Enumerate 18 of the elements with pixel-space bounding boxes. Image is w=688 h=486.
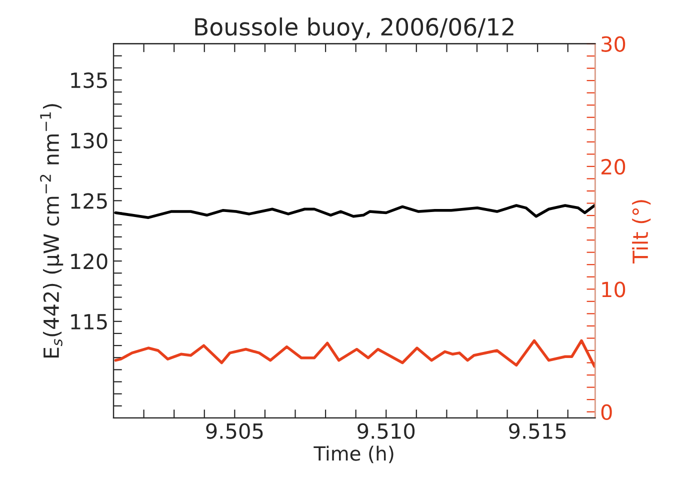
line-series bbox=[114, 339, 596, 368]
y-tick-label: 130 bbox=[71, 132, 108, 149]
y2-tick-label: 30 bbox=[602, 36, 626, 52]
x-tick-label: 9.515 bbox=[509, 423, 566, 439]
y2-axis-title: Tilt (°) bbox=[632, 200, 651, 264]
x-axis-title: Time (h) bbox=[314, 446, 394, 464]
y-tick-label: 115 bbox=[71, 314, 107, 330]
y-tick-label: 125 bbox=[71, 193, 107, 209]
y-tick-label: 120 bbox=[71, 253, 108, 270]
y-tick-label: 135 bbox=[71, 72, 107, 88]
y2-tick-label: 0 bbox=[601, 404, 612, 420]
line-series bbox=[114, 204, 596, 219]
x-tick-label: 9.510 bbox=[358, 423, 415, 439]
y2-tick-label: 20 bbox=[602, 158, 626, 175]
chart-title: Boussole buoy, 2006/06/12 bbox=[195, 17, 514, 40]
y2-tick-label: 10 bbox=[602, 282, 626, 298]
y-axis-title: E$_{s}$(442) (μW cm$^{−2}$ nm$^{−1}$) bbox=[40, 104, 64, 358]
x-tick-label: 9.505 bbox=[206, 423, 263, 439]
